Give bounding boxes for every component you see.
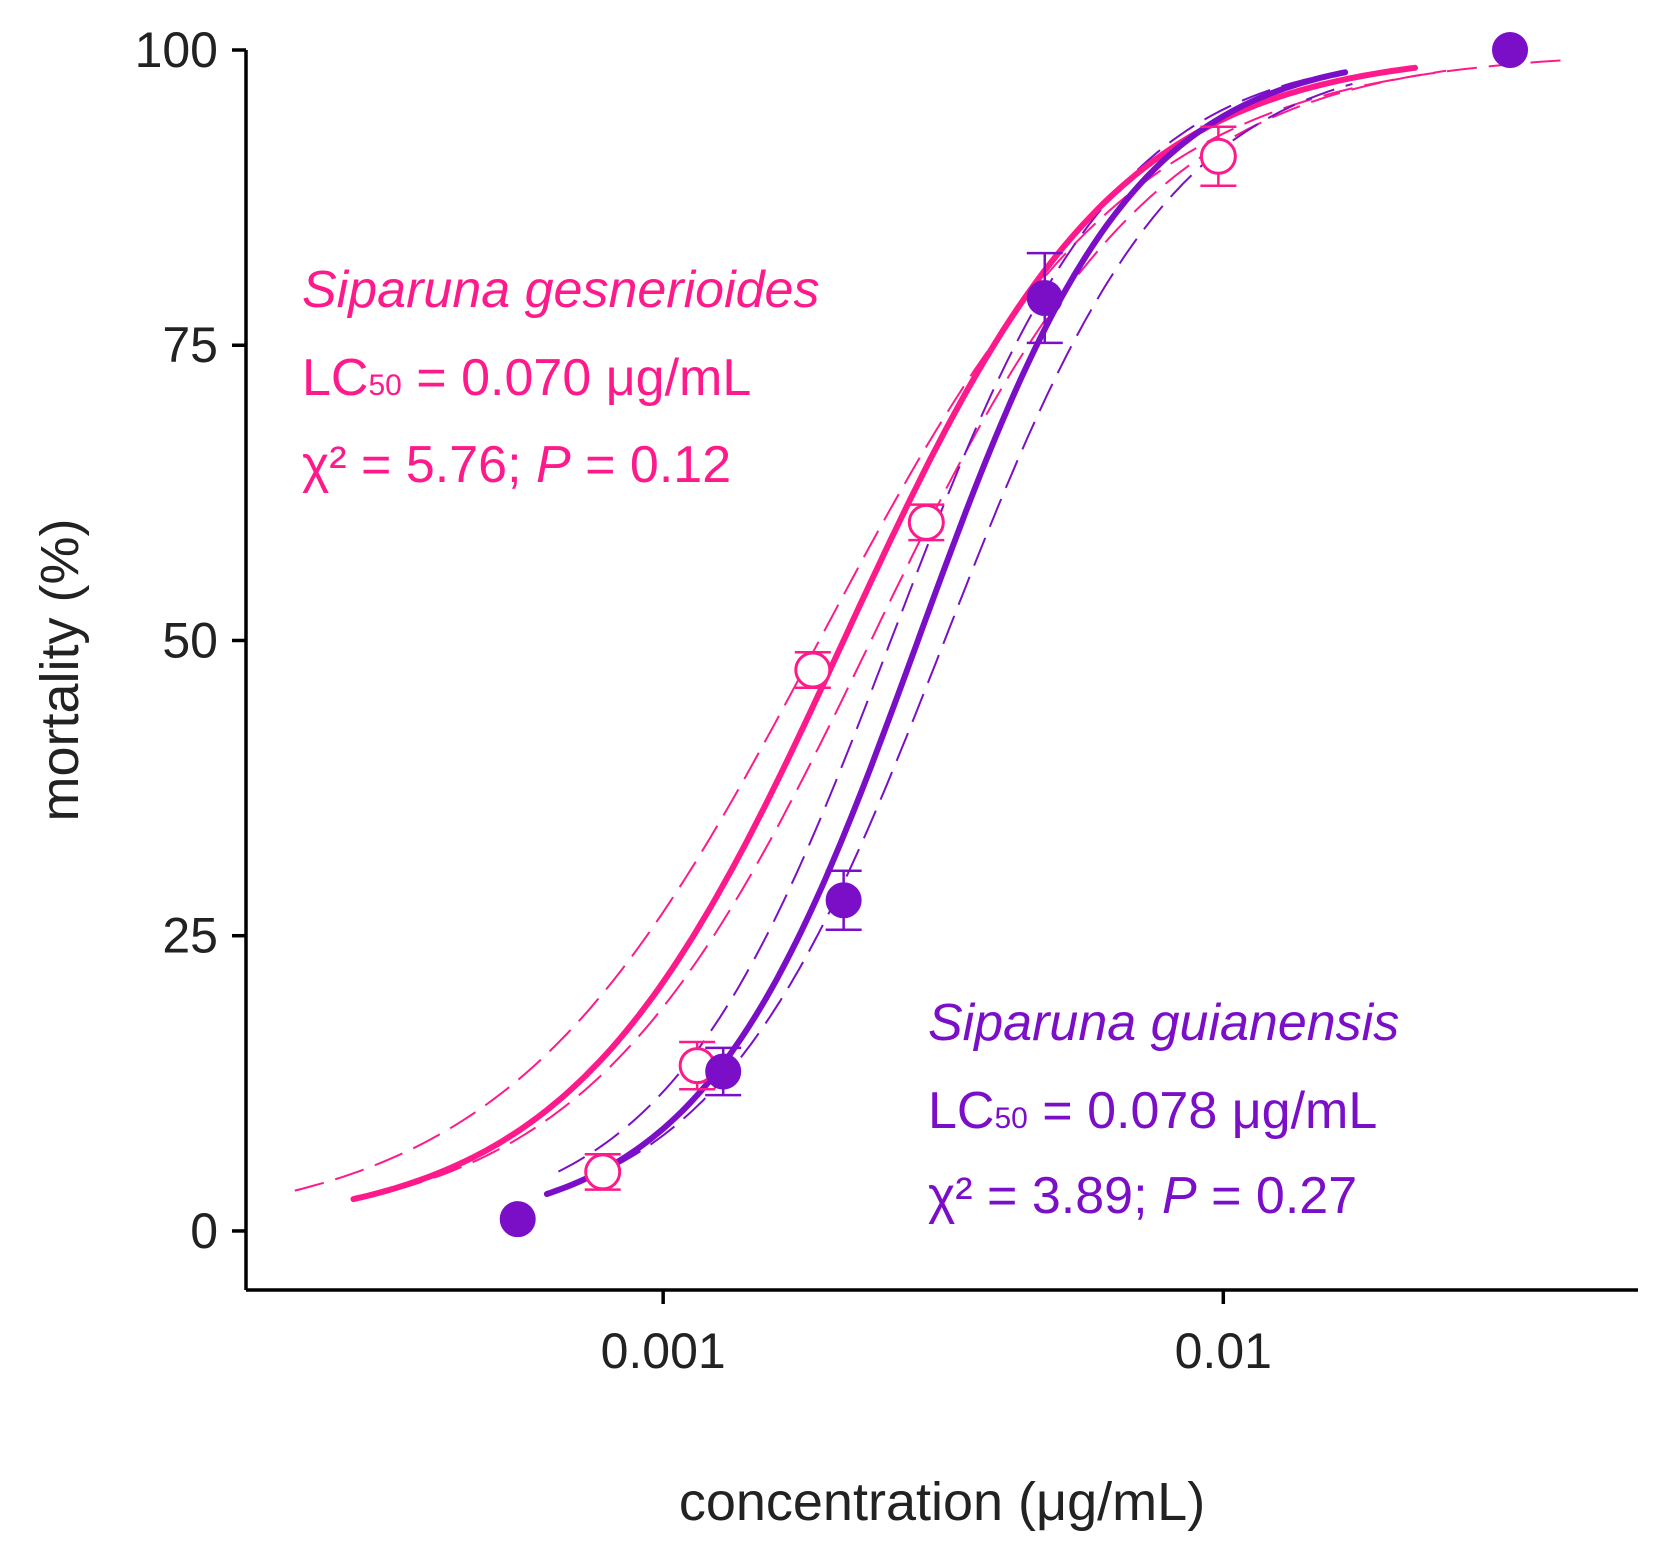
data-points: [499, 32, 1529, 1238]
fit-curves: [350, 64, 1419, 1203]
annotation-chi-square: χ² = 5.76; P = 0.12: [302, 436, 731, 494]
data-point: [584, 1153, 622, 1191]
y-ticks: 0 25 50 75 100: [135, 22, 246, 1259]
annotation-guianensis: Siparuna guianensis LC50 = 0.078 μg/mL χ…: [928, 994, 1399, 1225]
data-point: [1199, 137, 1237, 175]
y-tick-label: 75: [162, 317, 218, 373]
fit-curve: [543, 69, 1349, 1197]
y-tick-label: 0: [190, 1203, 218, 1259]
annotation-lc50: LC50 = 0.070 μg/mL: [302, 349, 751, 407]
y-axis-title: mortality (%): [30, 518, 90, 821]
data-point: [794, 651, 832, 689]
y-tick-label: 25: [162, 908, 218, 964]
ci-band-line: [294, 58, 1573, 1192]
x-axis-title: concentration (μg/mL): [679, 1472, 1205, 1532]
data-point: [1492, 32, 1529, 68]
x-ticks: 0.001 0.01: [601, 1290, 1272, 1379]
y-tick-label: 50: [162, 612, 218, 668]
data-point: [705, 1053, 742, 1090]
annotation-lc50: LC50 = 0.078 μg/mL: [928, 1082, 1377, 1140]
annotation-species-name: Siparuna guianensis: [928, 994, 1399, 1052]
x-tick-label: 0.001: [601, 1323, 726, 1379]
annotation-gesnerioides: Siparuna gesnerioides LC50 = 0.070 μg/mL…: [302, 261, 819, 494]
x-tick-label: 0.01: [1175, 1323, 1272, 1379]
data-point: [907, 503, 945, 541]
data-point: [1026, 280, 1063, 316]
data-point: [825, 882, 862, 919]
annotation-chi-square: χ² = 3.89; P = 0.27: [928, 1167, 1357, 1225]
y-tick-label: 100: [135, 22, 218, 78]
fit-curve: [350, 64, 1419, 1203]
data-point: [499, 1201, 536, 1238]
annotation-species-name: Siparuna gesnerioides: [302, 261, 819, 319]
